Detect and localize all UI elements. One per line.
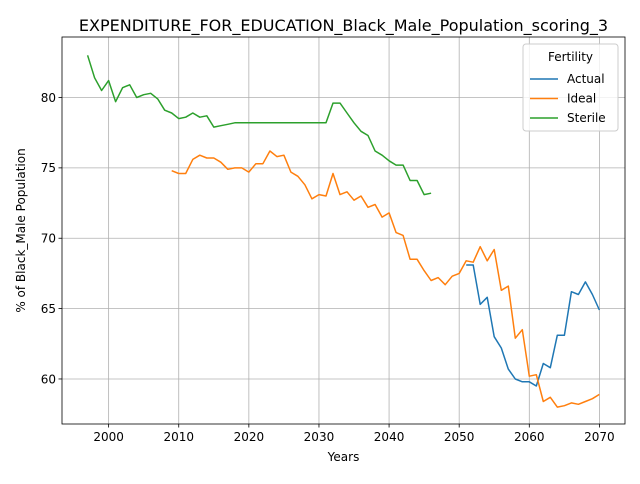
legend-label-ideal: Ideal (567, 92, 596, 106)
x-tick-label: 2010 (163, 430, 194, 444)
legend-box (522, 43, 619, 132)
legend-label-sterile: Sterile (567, 111, 606, 125)
legend-label-actual: Actual (567, 72, 605, 86)
series-line-ideal (171, 150, 600, 408)
y-tick-label: 75 (41, 161, 56, 175)
y-axis-label: % of Black_Male Population (14, 148, 28, 312)
chart-title: EXPENDITURE_FOR_EDUCATION_Black_Male_Pop… (79, 16, 608, 36)
y-tick-label: 65 (41, 302, 56, 316)
x-tick-label: 2000 (93, 430, 124, 444)
y-tick-label: 60 (41, 372, 56, 386)
legend-title: Fertility (548, 50, 593, 64)
plot-frame (61, 36, 626, 425)
series-line-sterile (86, 55, 432, 196)
y-tick-label: 70 (41, 232, 56, 246)
x-tick-label: 2030 (304, 430, 335, 444)
legend: Fertility Actual Ideal Sterile (522, 43, 619, 132)
x-axis-label: Years (327, 450, 360, 464)
x-tick-label: 2040 (374, 430, 405, 444)
x-tick-label: 2070 (584, 430, 615, 444)
x-tick-label: 2020 (234, 430, 265, 444)
series-line-actual (466, 264, 601, 387)
x-tick-label: 2050 (444, 430, 475, 444)
y-tick-label: 80 (41, 91, 56, 105)
x-tick-label: 2060 (514, 430, 545, 444)
